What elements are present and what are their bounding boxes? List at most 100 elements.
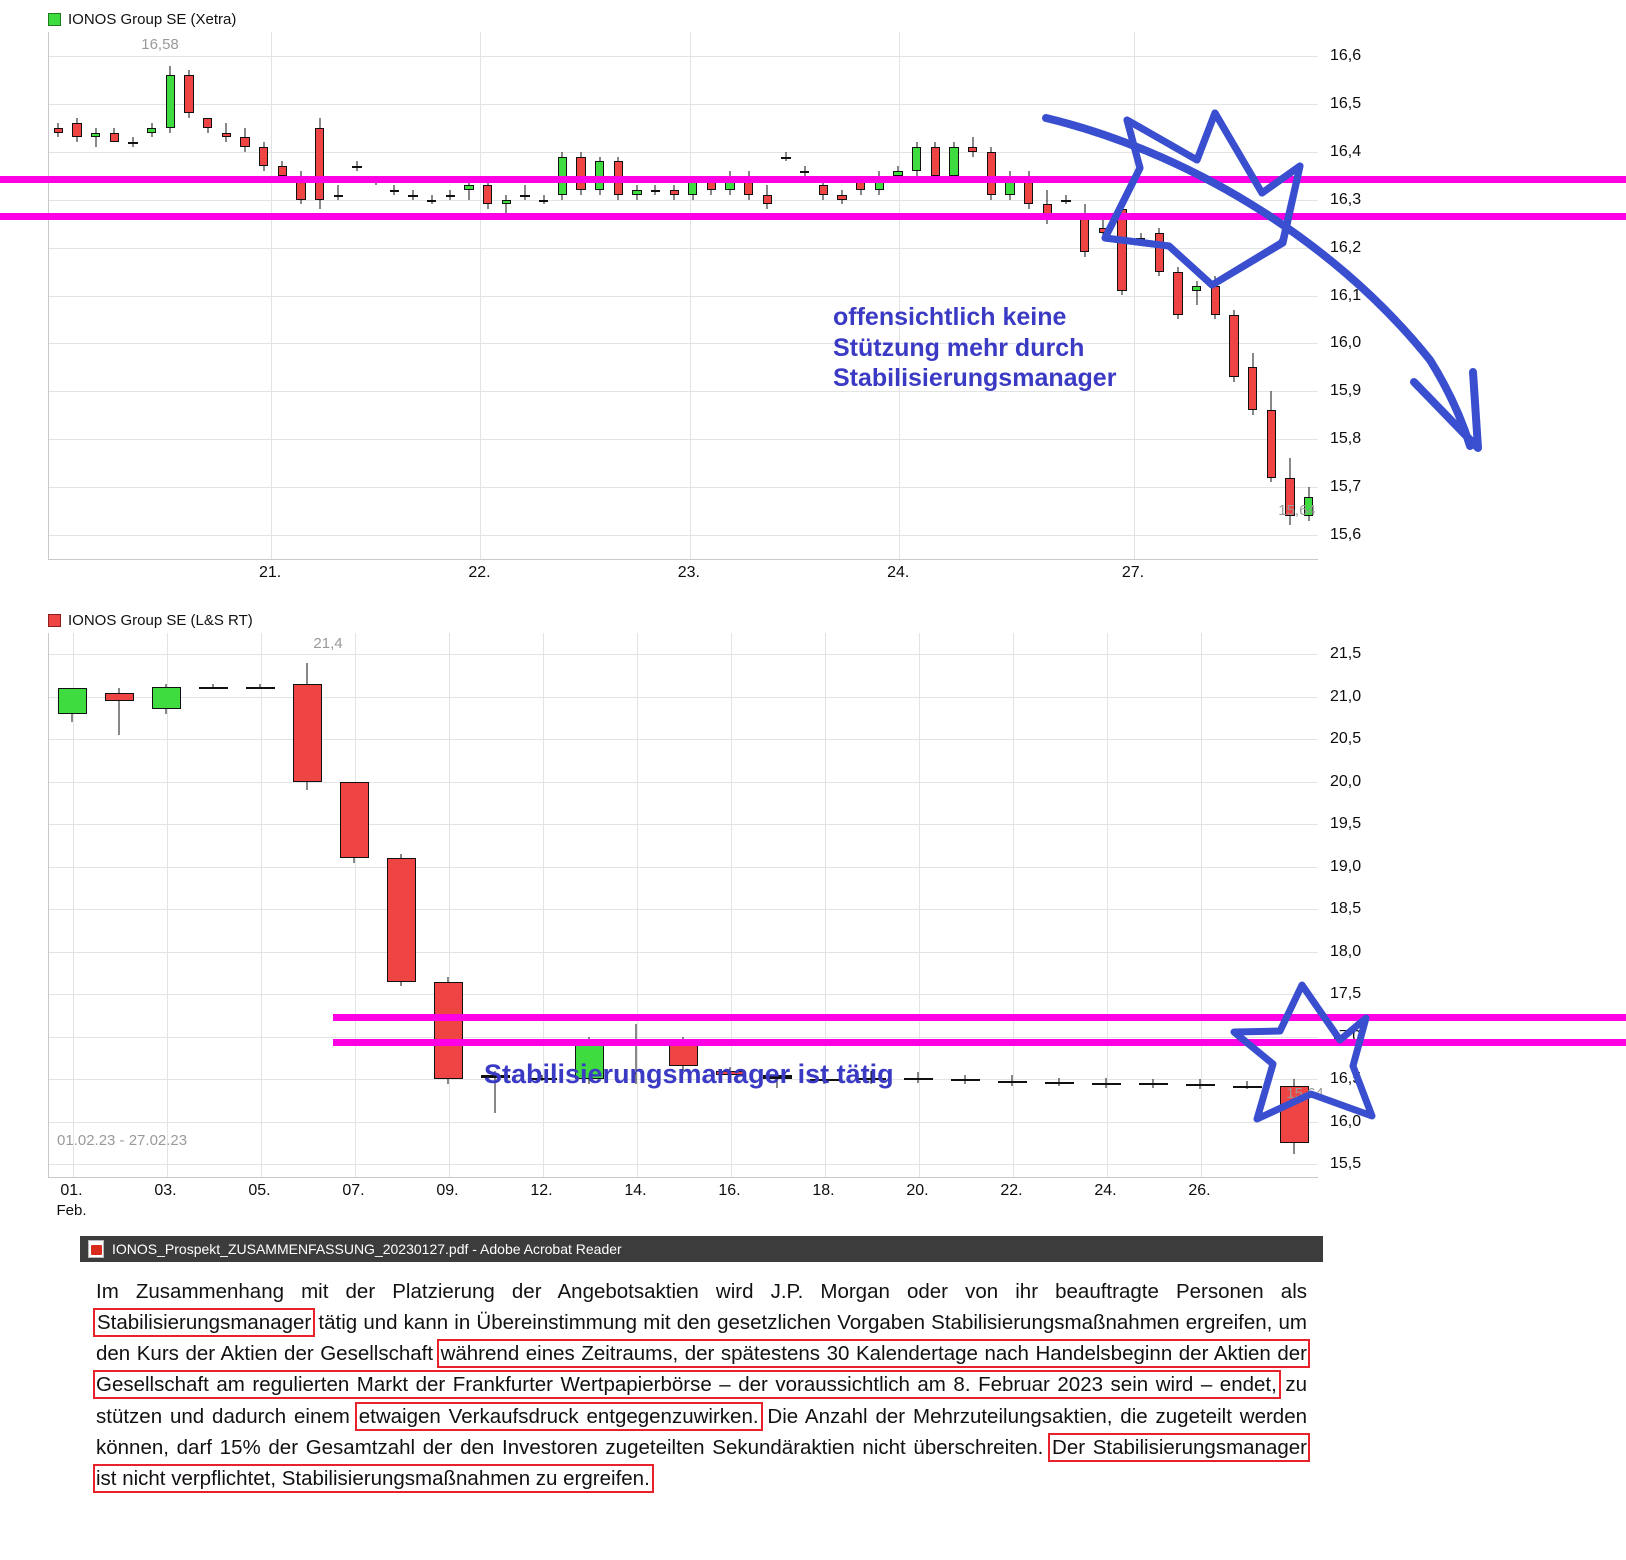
gridline-horizontal: [49, 103, 1318, 105]
gridline-vertical: [636, 633, 638, 1177]
candlestick-body: [1154, 233, 1165, 272]
y-axis-tick-label: 20,5: [1330, 730, 1362, 748]
candlestick: [762, 32, 773, 559]
candlestick-body: [520, 194, 530, 197]
candlestick-body: [669, 190, 679, 195]
gridline-horizontal: [49, 781, 1318, 783]
candlestick: [202, 32, 213, 559]
x-axis-tick-label: 24.: [887, 564, 910, 581]
candlestick: [339, 633, 370, 1177]
candlestick: [1042, 32, 1053, 559]
pdf-file-icon: [88, 1240, 104, 1258]
candlestick: [744, 32, 754, 559]
candlestick: [1061, 32, 1071, 559]
candlestick: [650, 32, 661, 559]
candlestick: [715, 633, 746, 1177]
y-axis-tick-label: 15,5: [1330, 1155, 1362, 1173]
candlestick-body: [292, 684, 323, 782]
candlestick-wick: [870, 1070, 872, 1084]
candlestick: [762, 633, 793, 1177]
x-axis-tick-label: 26.: [1188, 1182, 1211, 1199]
candlestick-body: [240, 137, 250, 147]
candlestick-body: [109, 132, 119, 143]
candlestick: [800, 32, 810, 559]
candlestick: [151, 633, 182, 1177]
candlestick: [1044, 633, 1075, 1177]
gridline-vertical: [480, 32, 482, 559]
gridline-horizontal: [49, 1079, 1318, 1081]
candlestick-body: [408, 194, 418, 197]
x-axis-tick-label: 27.: [1121, 564, 1145, 581]
candlestick: [165, 32, 175, 559]
gridline-vertical: [1106, 633, 1108, 1177]
pdf-text-run: Im Zusammenhang mit der Platzierung der …: [96, 1280, 1307, 1303]
gridline-horizontal: [49, 343, 1318, 345]
candlestick: [258, 32, 269, 559]
candlestick: [527, 633, 558, 1177]
annotation-stabilisation-active: Stabilisierungsmanager ist tätig: [484, 1059, 894, 1089]
candlestick-body: [389, 190, 399, 193]
candlestick: [621, 633, 652, 1177]
candlestick-wick: [505, 194, 507, 215]
candlestick-body: [53, 127, 63, 133]
candlestick-wick: [468, 180, 470, 200]
candlestick: [950, 633, 981, 1177]
candlestick: [104, 633, 135, 1177]
candlestick-body: [968, 146, 978, 152]
candlestick: [688, 32, 698, 559]
candlestick-body: [184, 75, 194, 114]
chart-ls-rt-y-axis: 21,5 21,0 20,5 20,0 19,5 19,0 18,5 18,0 17,5 17,0…: [1330, 633, 1420, 1178]
candlestick: [314, 32, 325, 559]
candlestick: [557, 32, 567, 559]
candlestick-body: [762, 1075, 793, 1080]
candlestick: [949, 32, 959, 559]
gridline-horizontal: [49, 439, 1318, 441]
candlestick: [386, 633, 417, 1177]
gridline-vertical: [1133, 32, 1135, 559]
candlestick-wick: [337, 185, 339, 200]
candlestick-wick: [95, 127, 97, 147]
candlestick: [856, 633, 887, 1177]
candlestick-body: [856, 1077, 887, 1080]
candlestick-wick: [132, 137, 134, 147]
candlestick-wick: [635, 1024, 637, 1084]
candlestick-body: [1173, 271, 1183, 315]
candlestick-body: [576, 156, 586, 191]
gridline-vertical: [824, 633, 826, 1177]
candlestick-body: [1185, 1084, 1216, 1087]
candlestick-body: [245, 686, 276, 689]
candlestick-wick: [785, 151, 787, 162]
candlestick: [198, 633, 229, 1177]
gridline-horizontal: [49, 994, 1318, 996]
gridline-vertical: [899, 32, 901, 559]
gridline-horizontal: [49, 909, 1318, 911]
candlestick-wick: [259, 684, 261, 689]
candlestick-body: [480, 1075, 511, 1078]
candlestick-body: [800, 170, 810, 173]
candlestick: [809, 633, 840, 1177]
candlestick-body: [464, 185, 474, 191]
x-axis-tick-label: 23.: [677, 564, 700, 581]
pdf-document-text: Im Zusammenhang mit der Platzierung der …: [80, 1262, 1323, 1505]
y-axis-tick-label: 16,5: [1330, 94, 1362, 112]
candlestick: [930, 32, 941, 559]
pdf-text-run: zu stützen und dadurch einem: [96, 1373, 1307, 1428]
magenta-line-upper: [0, 176, 1626, 183]
candlestick: [1080, 32, 1090, 559]
candlestick-body: [1210, 285, 1221, 315]
candlestick: [968, 32, 978, 559]
candlestick: [90, 32, 101, 559]
gridline-vertical: [72, 633, 74, 1177]
candlestick-wick: [412, 190, 414, 200]
x-axis-tick-label: 12.: [530, 1182, 553, 1199]
candlestick: [837, 32, 847, 559]
candlestick: [874, 32, 885, 559]
x-axis-month-label: Feb.: [56, 1202, 87, 1219]
pdf-viewer-panel: IONOS_Prospekt_ZUSAMMENFASSUNG_20230127.…: [80, 1236, 1323, 1505]
pdf-text-run: tätig und kann in Übereinstimmung mit de…: [96, 1311, 1307, 1366]
candlestick: [296, 32, 306, 559]
pdf-text-run: Die Anzahl der Mehrzuteilungsaktien, die…: [96, 1404, 1308, 1459]
x-axis-tick-label: 09.: [436, 1182, 459, 1199]
gridline-horizontal: [49, 247, 1318, 249]
candlestick: [1024, 32, 1034, 559]
